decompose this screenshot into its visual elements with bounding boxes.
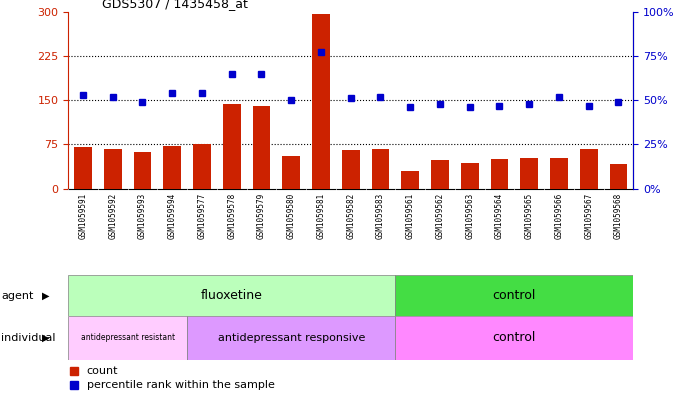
Bar (520, 158, 538, 189)
Bar (372, 149, 390, 189)
Bar (104, 149, 122, 189)
Text: control: control (492, 289, 536, 302)
Bar (312, 14, 330, 189)
Bar (396, 275, 633, 316)
Text: GSM1059563: GSM1059563 (465, 193, 474, 239)
Text: fluoxetine: fluoxetine (201, 289, 263, 302)
Text: GSM1059566: GSM1059566 (554, 193, 563, 239)
Bar (342, 150, 360, 189)
Text: antidepressant responsive: antidepressant responsive (217, 333, 365, 343)
Text: control: control (492, 331, 536, 345)
Text: GSM1059592: GSM1059592 (108, 193, 117, 239)
Bar (490, 159, 509, 189)
Bar (461, 163, 479, 189)
Text: individual: individual (1, 333, 56, 343)
Text: ▶: ▶ (42, 333, 50, 343)
Text: antidepressant resistant: antidepressant resistant (80, 334, 174, 342)
Text: GSM1059564: GSM1059564 (495, 193, 504, 239)
Text: GDS5307 / 1435458_at: GDS5307 / 1435458_at (102, 0, 248, 10)
Text: GSM1059561: GSM1059561 (406, 193, 415, 239)
Text: GSM1059582: GSM1059582 (346, 193, 355, 239)
Text: GSM1059591: GSM1059591 (78, 193, 87, 239)
Bar (68, 275, 396, 316)
Text: percentile rank within the sample: percentile rank within the sample (87, 380, 274, 390)
Bar (431, 160, 449, 189)
Text: GSM1059562: GSM1059562 (435, 193, 445, 239)
Text: GSM1059594: GSM1059594 (168, 193, 177, 239)
Text: GSM1059579: GSM1059579 (257, 193, 266, 239)
Text: GSM1059593: GSM1059593 (138, 193, 147, 239)
Bar (68, 316, 187, 360)
Bar (401, 171, 419, 189)
Text: GSM1059583: GSM1059583 (376, 193, 385, 239)
Bar (550, 158, 568, 189)
Text: GSM1059578: GSM1059578 (227, 193, 236, 239)
Text: ▶: ▶ (42, 291, 50, 301)
Bar (74, 147, 92, 189)
Bar (609, 164, 627, 189)
Text: count: count (87, 366, 118, 376)
Text: GSM1059568: GSM1059568 (614, 193, 623, 239)
Bar (283, 156, 300, 189)
Bar (193, 144, 211, 189)
Bar (133, 151, 151, 189)
Text: GSM1059565: GSM1059565 (524, 193, 534, 239)
Text: GSM1059577: GSM1059577 (197, 193, 206, 239)
Text: GSM1059567: GSM1059567 (584, 193, 593, 239)
Text: agent: agent (1, 291, 34, 301)
Text: GSM1059580: GSM1059580 (287, 193, 296, 239)
Bar (163, 145, 181, 189)
Bar (580, 149, 598, 189)
Bar (253, 106, 270, 189)
Text: GSM1059581: GSM1059581 (317, 193, 326, 239)
Bar (187, 316, 396, 360)
Bar (396, 316, 633, 360)
Bar (223, 104, 240, 189)
